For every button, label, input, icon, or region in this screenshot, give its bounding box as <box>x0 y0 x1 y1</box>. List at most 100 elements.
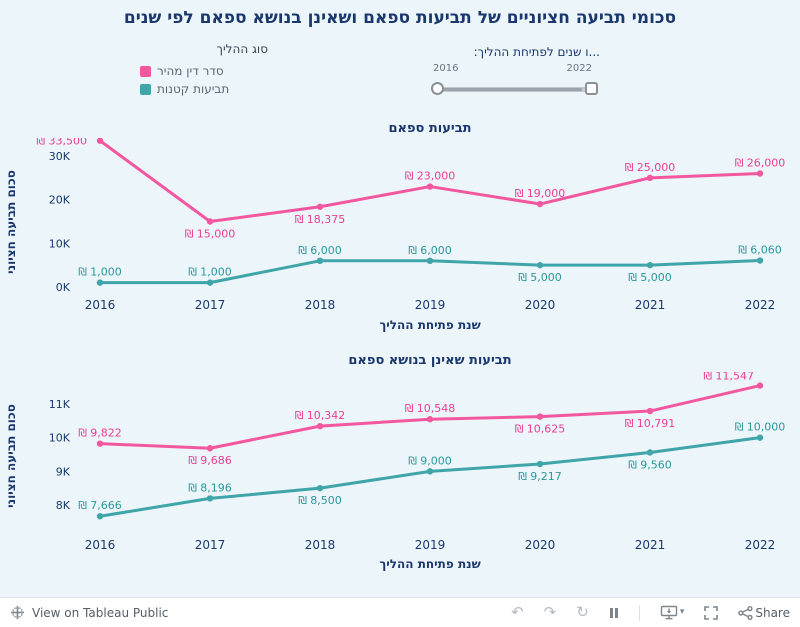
data-point[interactable] <box>426 416 434 423</box>
legend-item-fast-track[interactable]: סדר דין מהיר <box>140 62 268 80</box>
data-point-label: ₪ 7,666 <box>78 499 122 512</box>
non-spam-claims-chart[interactable]: 11K 10K 9K 8K סכום תביעה חציוני 2016 2017 2018 2… <box>0 372 800 579</box>
toolbar-divider <box>638 604 640 621</box>
y-tick-label: 30K <box>49 150 71 163</box>
data-point[interactable] <box>96 440 104 447</box>
data-point-label: ₪ 9,686 <box>188 454 232 467</box>
legend-item-label: סדר דין מהיר <box>157 64 224 78</box>
slider-max-label: 2022 <box>566 63 592 74</box>
x-tick-label: 2016 <box>85 538 116 552</box>
data-point-label: ₪ 10,342 <box>295 409 346 422</box>
data-point-label: ₪ 5,000 <box>518 271 562 284</box>
data-point-label: ₪ 8,500 <box>298 494 342 507</box>
pause-icon[interactable] <box>609 607 619 619</box>
data-point-label: ₪ 25,000 <box>625 161 676 174</box>
x-tick-label: 2018 <box>305 538 336 552</box>
reset-icon[interactable]: ↻ <box>576 603 589 621</box>
data-point[interactable] <box>316 257 324 264</box>
data-point[interactable] <box>426 468 434 475</box>
data-point[interactable] <box>536 200 544 208</box>
data-point[interactable] <box>756 170 764 177</box>
data-point-label: ₪ 6,000 <box>298 244 342 257</box>
x-tick-label: 2020 <box>525 538 556 552</box>
slider-range-labels: 2016 2022 <box>425 63 600 74</box>
y-tick-label: 8K <box>56 499 71 512</box>
share-icon[interactable]: Share <box>738 605 790 620</box>
data-point-label: ₪ 18,375 <box>295 213 346 226</box>
data-point-label: ₪ 8,196 <box>188 481 232 494</box>
data-point-label: ₪ 9,217 <box>518 470 562 483</box>
data-point[interactable] <box>536 460 544 468</box>
data-point[interactable] <box>316 422 324 430</box>
tableau-toolbar: View on Tableau Public ↶ ↷ ↻ ▾ <box>0 597 800 627</box>
data-point-label: ₪ 11,547 <box>703 372 754 383</box>
data-point[interactable] <box>756 257 764 264</box>
spam-claims-chart[interactable]: 30K 20K 10K 0K סכום תביעה חציוני 2016 2017 2018… <box>0 138 800 340</box>
range-slider[interactable] <box>425 81 600 97</box>
x-tick-label: 2016 <box>85 298 116 312</box>
data-point[interactable] <box>536 261 544 269</box>
x-axis-title: שנת פתיחת ההליך <box>379 557 480 571</box>
legend-title: סוג ההליך <box>216 42 268 56</box>
y-axis-title: סכום תביעה חציוני <box>4 170 18 274</box>
data-point-label: ₪ 5,000 <box>628 271 672 284</box>
x-axis-title: שנת פתיחת ההליך <box>379 318 480 332</box>
data-point-label: ₪ 9,822 <box>78 427 122 440</box>
download-icon[interactable]: ▾ <box>660 605 684 620</box>
slider-min-label: 2016 <box>433 63 459 74</box>
data-point-label: ₪ 23,000 <box>405 170 456 183</box>
filter-title: ...ו שנים לפתיחת ההליך: <box>473 45 600 59</box>
y-tick-label: 0K <box>56 281 71 294</box>
data-point[interactable] <box>646 261 654 269</box>
x-tick-label: 2021 <box>635 538 666 552</box>
data-point-label: ₪ 6,000 <box>408 244 452 257</box>
fullscreen-icon[interactable] <box>704 605 719 620</box>
redo-icon[interactable]: ↷ <box>543 603 557 621</box>
legend-swatch-pink <box>140 65 151 77</box>
data-point[interactable] <box>756 434 764 441</box>
data-point[interactable] <box>426 183 434 190</box>
data-point-label: ₪ 1,000 <box>188 266 232 279</box>
legend-item-small-claims[interactable]: תביעות קטנות <box>140 80 268 98</box>
data-point-label: ₪ 9,000 <box>408 454 452 467</box>
data-point[interactable] <box>96 279 104 286</box>
data-point[interactable] <box>206 495 214 502</box>
data-point[interactable] <box>316 484 324 492</box>
x-tick-label: 2019 <box>415 298 446 312</box>
share-label: Share <box>755 605 790 620</box>
view-on-tableau-link[interactable]: View on Tableau Public <box>10 605 168 620</box>
data-point[interactable] <box>96 513 104 520</box>
data-point[interactable] <box>206 218 214 225</box>
slider-handle-right[interactable] <box>585 82 598 95</box>
y-tick-label: 9K <box>56 465 71 478</box>
data-point-label: ₪ 6,060 <box>738 244 782 257</box>
y-axis-title: סכום תביעה חציוני <box>4 404 18 508</box>
undo-icon[interactable]: ↶ <box>511 603 524 621</box>
data-point-label: ₪ 26,000 <box>735 156 786 169</box>
slider-handle-left[interactable] <box>431 82 444 95</box>
legend: סוג ההליך סדר דין מהיר תביעות קטנות <box>140 42 268 98</box>
data-point[interactable] <box>646 449 654 456</box>
data-point[interactable] <box>426 257 434 264</box>
x-tick-label: 2019 <box>415 538 446 552</box>
data-point-label: ₪ 33,500 <box>36 138 87 148</box>
data-point[interactable] <box>206 445 214 452</box>
data-point-label: ₪ 10,000 <box>735 421 786 434</box>
year-range-filter: ...ו שנים לפתיחת ההליך: 2016 2022 <box>425 45 600 97</box>
data-point[interactable] <box>646 407 654 415</box>
data-point[interactable] <box>316 203 324 210</box>
data-point-label: ₪ 1,000 <box>78 266 122 279</box>
x-tick-label: 2022 <box>745 538 776 552</box>
series-line[interactable] <box>98 436 762 518</box>
data-point[interactable] <box>646 174 654 182</box>
data-point-label: ₪ 9,560 <box>628 458 672 471</box>
data-point[interactable] <box>756 382 764 389</box>
spam-chart-title: תביעות ספאם <box>388 121 472 136</box>
data-point[interactable] <box>536 413 544 420</box>
non-spam-chart-title: תביעות שאינן בנושא ספאם <box>348 353 512 368</box>
data-point[interactable] <box>96 138 104 144</box>
data-point-label: ₪ 10,625 <box>515 423 566 436</box>
y-tick-label: 10K <box>49 432 71 445</box>
data-point[interactable] <box>206 279 214 286</box>
